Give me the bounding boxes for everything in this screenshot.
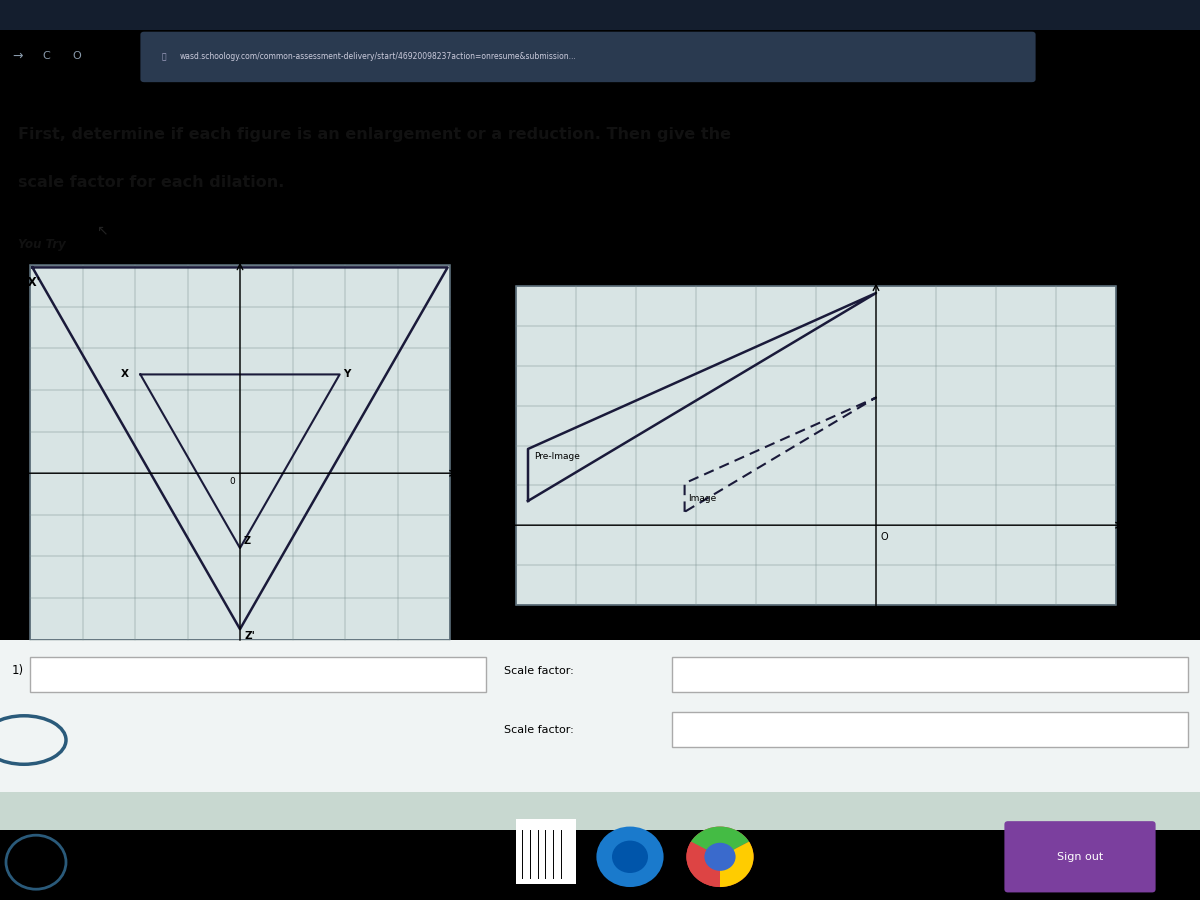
Text: You Try: You Try xyxy=(18,238,66,250)
Circle shape xyxy=(704,842,736,871)
Text: Scale factor:: Scale factor: xyxy=(504,666,574,676)
Text: 1): 1) xyxy=(12,664,24,677)
Text: x: x xyxy=(463,468,469,478)
Wedge shape xyxy=(720,842,754,887)
Text: C: C xyxy=(42,51,49,61)
Text: Z': Z' xyxy=(245,631,256,641)
Text: x: x xyxy=(1129,520,1135,530)
Bar xyxy=(516,819,576,884)
FancyBboxPatch shape xyxy=(672,712,1188,747)
FancyBboxPatch shape xyxy=(140,32,1036,82)
Text: 1) X': 1) X' xyxy=(10,275,40,289)
Bar xyxy=(516,286,1116,605)
Text: scale factor for each dilation.: scale factor for each dilation. xyxy=(18,176,284,190)
Bar xyxy=(0,0,1200,30)
Text: 2): 2) xyxy=(492,272,505,285)
Text: Sign out: Sign out xyxy=(1057,851,1103,862)
Text: O: O xyxy=(72,51,80,61)
Text: →: → xyxy=(12,50,23,63)
Text: Y': Y' xyxy=(450,256,461,266)
Bar xyxy=(30,266,450,640)
Text: y: y xyxy=(238,249,242,259)
Text: Pre-Image: Pre-Image xyxy=(534,453,580,462)
Text: Image: Image xyxy=(689,494,716,503)
Wedge shape xyxy=(691,826,749,857)
Text: wasd.schoology.com/common-assessment-delivery/start/46920098237action=onresume&s: wasd.schoology.com/common-assessment-del… xyxy=(180,52,577,61)
Bar xyxy=(0,792,1200,830)
Text: y: y xyxy=(874,270,878,280)
Circle shape xyxy=(612,841,648,873)
Text: y↑: y↑ xyxy=(222,255,235,264)
Text: O: O xyxy=(881,532,888,542)
Circle shape xyxy=(596,826,664,887)
Text: First, determine if each figure is an enlargement or a reduction. Then give the: First, determine if each figure is an en… xyxy=(18,127,731,141)
Circle shape xyxy=(702,841,738,873)
Bar xyxy=(0,640,1200,792)
Text: ↖: ↖ xyxy=(96,224,108,238)
Text: Y: Y xyxy=(343,369,350,380)
FancyBboxPatch shape xyxy=(30,657,486,691)
Text: Z: Z xyxy=(244,536,251,546)
Text: X: X xyxy=(120,369,128,380)
FancyBboxPatch shape xyxy=(1004,821,1156,893)
Wedge shape xyxy=(686,842,720,887)
Text: 🔒: 🔒 xyxy=(162,52,167,61)
FancyBboxPatch shape xyxy=(672,657,1188,691)
Circle shape xyxy=(686,826,754,887)
Text: X': X' xyxy=(18,256,29,266)
Text: 0: 0 xyxy=(229,477,235,486)
Text: Scale factor:: Scale factor: xyxy=(504,724,574,734)
